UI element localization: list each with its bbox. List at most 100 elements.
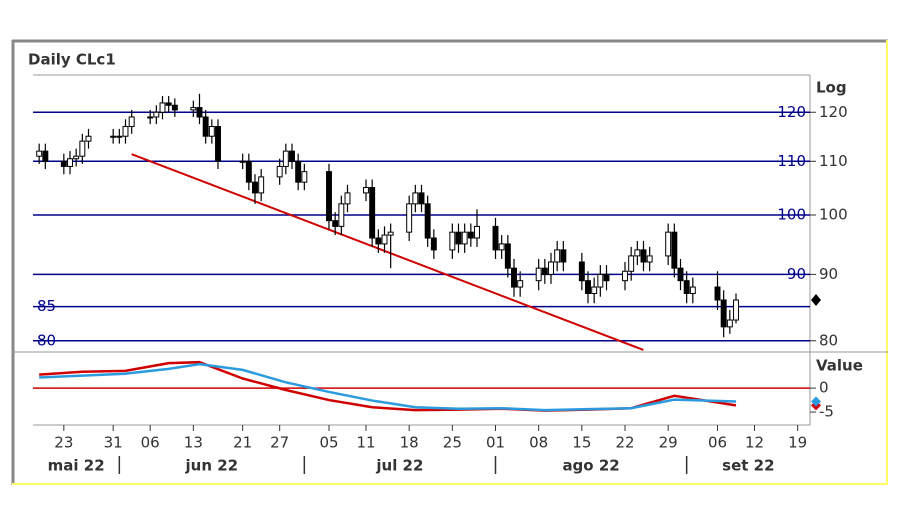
candle-body xyxy=(628,255,635,272)
frame xyxy=(12,40,888,485)
candle-body xyxy=(215,126,221,162)
candle-body xyxy=(289,150,295,162)
candle-body xyxy=(461,231,468,245)
candle-body xyxy=(42,150,49,162)
candle-body xyxy=(646,255,653,263)
y-tick-label: -5 xyxy=(819,403,834,421)
candle-body xyxy=(517,280,524,288)
candle-body xyxy=(252,181,258,194)
candle-body xyxy=(369,187,376,239)
candle-body xyxy=(116,135,123,138)
candle-body xyxy=(733,299,739,321)
candle-body xyxy=(474,225,480,239)
indicator-line xyxy=(39,362,737,412)
y-tick-label: 0 xyxy=(819,379,829,397)
y-tick-label: 110 xyxy=(819,152,848,170)
candle-body xyxy=(498,243,505,251)
chart-title: Daily CLc1 xyxy=(28,51,116,69)
month-label: mai 22 xyxy=(48,457,105,475)
candle-body xyxy=(67,158,73,167)
x-tick-label: 06 xyxy=(141,434,160,452)
x-tick-label: 15 xyxy=(572,434,591,452)
month-label: jul 22 xyxy=(375,457,423,475)
last-price-marker xyxy=(811,294,821,307)
candle-body xyxy=(258,176,265,194)
candle-body xyxy=(196,107,203,118)
level-label: 85 xyxy=(37,297,56,315)
candle-body xyxy=(467,231,474,239)
candle-body xyxy=(73,155,80,160)
candle-body xyxy=(689,286,696,294)
candle-body xyxy=(128,116,135,128)
month-label: set 22 xyxy=(722,457,774,475)
candle-body xyxy=(171,104,178,111)
x-tick-label: 29 xyxy=(659,434,678,452)
candle-body xyxy=(640,249,647,263)
x-tick-label: 13 xyxy=(184,434,203,452)
candle-body xyxy=(36,150,43,157)
candle-body xyxy=(449,231,456,251)
x-tick-label: 18 xyxy=(400,434,419,452)
x-tick-label: 21 xyxy=(233,434,252,452)
candle-body xyxy=(338,203,345,227)
candle-body xyxy=(190,107,197,111)
candle-body xyxy=(381,234,388,245)
x-tick-label: 05 xyxy=(319,434,338,452)
candle-body xyxy=(332,220,339,227)
candle-body xyxy=(430,237,437,251)
candle-body xyxy=(245,160,252,183)
candle-body xyxy=(301,171,308,183)
candle-body xyxy=(387,231,394,236)
candle-body xyxy=(418,192,425,205)
candle-body xyxy=(202,116,209,137)
candle-body xyxy=(541,267,548,275)
level-label: 110 xyxy=(777,152,806,170)
candle-body xyxy=(535,267,542,282)
trend-line xyxy=(131,153,644,351)
candle-body xyxy=(455,231,462,245)
candle-body xyxy=(603,273,610,282)
candle-body xyxy=(239,160,246,163)
candle-body xyxy=(282,150,289,167)
last-value-marker xyxy=(811,396,821,407)
candle-body xyxy=(671,231,678,269)
candle-body xyxy=(295,160,302,183)
candle-body xyxy=(578,261,585,282)
candle-body xyxy=(276,165,283,178)
candle-body xyxy=(585,280,591,294)
candle-body xyxy=(677,267,684,282)
candle-body xyxy=(147,116,154,119)
candle-body xyxy=(406,203,413,233)
candle-body xyxy=(554,249,561,263)
candle-body xyxy=(85,135,92,142)
candle-body xyxy=(363,187,369,194)
x-tick-label: 08 xyxy=(529,434,548,452)
candle-body xyxy=(165,102,172,106)
candle-body xyxy=(726,319,733,328)
candle-body xyxy=(208,126,215,137)
x-tick-label: 25 xyxy=(443,434,462,452)
candle-body xyxy=(326,171,332,222)
candle-body xyxy=(60,160,67,167)
candle-body xyxy=(344,192,351,205)
scale-label: Value xyxy=(816,357,863,375)
x-tick-label: 23 xyxy=(54,434,73,452)
candle-body xyxy=(424,203,431,239)
level-label: 120 xyxy=(777,103,806,121)
month-label: jun 22 xyxy=(185,457,239,475)
candle-body xyxy=(159,102,166,113)
candle-body xyxy=(634,249,641,257)
y-tick-label: 90 xyxy=(819,265,838,283)
x-tick-label: 11 xyxy=(356,434,375,452)
level-label: 80 xyxy=(37,331,56,349)
candle-body xyxy=(79,140,86,157)
candle-body xyxy=(720,299,727,328)
level-label: 90 xyxy=(787,265,806,283)
candle-body xyxy=(375,237,382,245)
candle-body xyxy=(504,243,511,269)
x-tick-label: 12 xyxy=(745,434,764,452)
y-tick-label: 80 xyxy=(819,331,838,349)
candle-body xyxy=(714,286,721,301)
scale-label: Log xyxy=(816,79,847,97)
